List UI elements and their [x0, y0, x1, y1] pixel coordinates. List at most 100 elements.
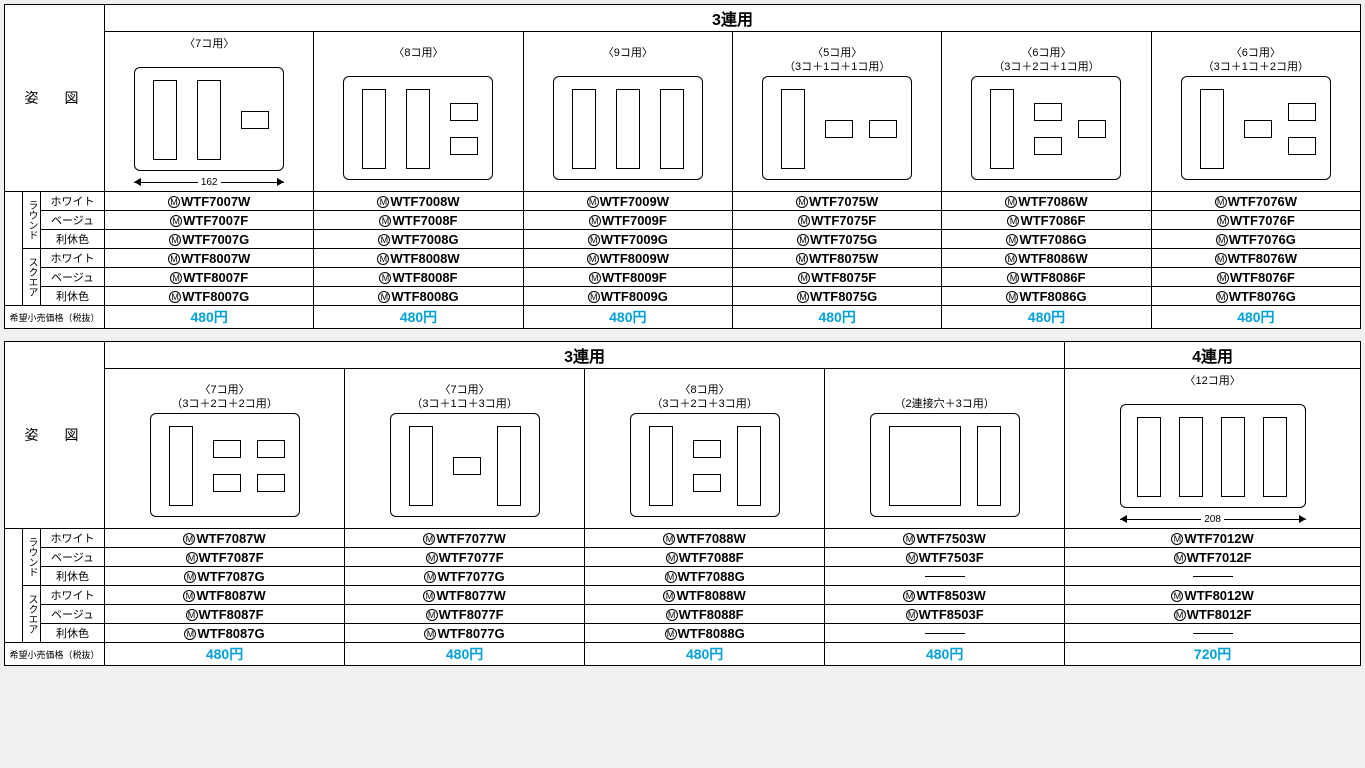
color-label: ベージュ	[41, 605, 105, 624]
m-mark-icon: M	[1215, 196, 1227, 208]
m-mark-icon: M	[665, 628, 677, 640]
part-number: MWTF7009G	[588, 232, 668, 247]
part-cell: MWTF7008F	[314, 211, 523, 230]
empty-dash	[925, 576, 965, 577]
m-mark-icon: M	[379, 272, 391, 284]
price-value: 480円	[314, 306, 523, 329]
part-cell: MWTF8012F	[1065, 605, 1361, 624]
m-mark-icon: M	[1005, 253, 1017, 265]
part-number: MWTF7077W	[423, 531, 505, 546]
m-mark-icon: M	[423, 590, 435, 602]
m-mark-icon: M	[184, 628, 196, 640]
color-label: 利休色	[41, 230, 105, 249]
m-mark-icon: M	[796, 196, 808, 208]
part-cell: MWTF8088W	[585, 586, 825, 605]
m-mark-icon: M	[666, 609, 678, 621]
m-mark-icon: M	[183, 590, 195, 602]
color-label: 利休色	[41, 624, 105, 643]
part-number: MWTF8076W	[1215, 251, 1297, 266]
part-cell: MWTF8007W	[105, 249, 314, 268]
diagram-row-label: 姿 図	[5, 342, 105, 529]
color-label: ベージュ	[41, 211, 105, 230]
part-number: MWTF7008W	[377, 194, 459, 209]
part-cell: MWTF8009G	[523, 287, 732, 306]
part-number: MWTF7012F	[1174, 550, 1252, 565]
variant-label: 〈8コ用〉（3コ＋2コ＋3コ用）	[587, 383, 822, 412]
m-mark-icon: M	[168, 253, 180, 265]
part-cell	[1065, 567, 1361, 586]
part-cell: MWTF7007W	[105, 192, 314, 211]
m-mark-icon: M	[798, 215, 810, 227]
variant-label: 〈7コ用〉	[107, 37, 311, 66]
m-mark-icon: M	[378, 234, 390, 246]
part-number: MWTF7088F	[666, 550, 744, 565]
part-number: MWTF8087W	[183, 588, 265, 603]
part-number: MWTF8012W	[1171, 588, 1253, 603]
color-label: 利休色	[41, 567, 105, 586]
part-cell: MWTF8503F	[825, 605, 1065, 624]
m-mark-icon: M	[588, 291, 600, 303]
part-number: MWTF7007F	[170, 213, 248, 228]
part-cell: MWTF7007F	[105, 211, 314, 230]
color-label: ベージュ	[41, 268, 105, 287]
part-cell: MWTF7009F	[523, 211, 732, 230]
spacer	[5, 192, 23, 306]
part-number: MWTF8088W	[663, 588, 745, 603]
m-mark-icon: M	[184, 571, 196, 583]
part-number: MWTF8009G	[588, 289, 668, 304]
m-mark-icon: M	[589, 215, 601, 227]
plate-diagram-cell: 〈12コ用〉 208	[1065, 369, 1361, 529]
part-cell: MWTF7077G	[345, 567, 585, 586]
part-cell: MWTF7088G	[585, 567, 825, 586]
m-mark-icon: M	[424, 628, 436, 640]
m-mark-icon: M	[1171, 590, 1183, 602]
m-mark-icon: M	[663, 533, 675, 545]
part-cell: MWTF8077F	[345, 605, 585, 624]
part-cell: MWTF7076W	[1151, 192, 1360, 211]
m-mark-icon: M	[170, 215, 182, 227]
plate-diagram-cell: 〈8コ用〉（3コ＋2コ＋3コ用）	[585, 369, 825, 529]
m-mark-icon: M	[1006, 234, 1018, 246]
m-mark-icon: M	[1217, 272, 1229, 284]
m-mark-icon: M	[798, 272, 810, 284]
shape-group-label: ラウンド	[23, 529, 41, 586]
m-mark-icon: M	[186, 552, 198, 564]
part-cell: MWTF8088G	[585, 624, 825, 643]
part-cell: MWTF7075W	[732, 192, 941, 211]
part-cell: MWTF7012W	[1065, 529, 1361, 548]
part-cell: MWTF7086W	[942, 192, 1151, 211]
shape-group-label: スクエア	[23, 249, 41, 306]
part-number: MWTF7087F	[186, 550, 264, 565]
part-cell	[825, 624, 1065, 643]
m-mark-icon: M	[423, 533, 435, 545]
gang-header: 3連用	[105, 342, 1065, 369]
plate-diagram-cell: 〈6コ用〉（3コ＋1コ＋2コ用）	[1151, 32, 1360, 192]
m-mark-icon: M	[1007, 215, 1019, 227]
part-cell: MWTF8087W	[105, 586, 345, 605]
part-cell: MWTF7076F	[1151, 211, 1360, 230]
plate-diagram-cell: 〈9コ用〉	[523, 32, 732, 192]
m-mark-icon: M	[426, 552, 438, 564]
m-mark-icon: M	[587, 196, 599, 208]
m-mark-icon: M	[906, 552, 918, 564]
price-row-label: 希望小売価格（税抜）	[5, 643, 105, 666]
part-cell: MWTF7009W	[523, 192, 732, 211]
m-mark-icon: M	[665, 571, 677, 583]
part-cell: MWTF8008F	[314, 268, 523, 287]
m-mark-icon: M	[906, 609, 918, 621]
color-label: ベージュ	[41, 548, 105, 567]
gang-header: 4連用	[1065, 342, 1361, 369]
part-cell: MWTF8009W	[523, 249, 732, 268]
part-number: MWTF7008G	[378, 232, 458, 247]
part-number: MWTF8008F	[379, 270, 457, 285]
part-number: MWTF8007W	[168, 251, 250, 266]
part-number: MWTF7086F	[1007, 213, 1085, 228]
part-cell: MWTF7075F	[732, 211, 941, 230]
m-mark-icon: M	[796, 253, 808, 265]
part-cell: MWTF7077F	[345, 548, 585, 567]
variant-label: 〈12コ用〉	[1067, 374, 1358, 403]
part-number: MWTF7086W	[1005, 194, 1087, 209]
part-cell: MWTF7008G	[314, 230, 523, 249]
price-value: 480円	[732, 306, 941, 329]
variant-label: 〈8コ用〉	[316, 46, 520, 75]
